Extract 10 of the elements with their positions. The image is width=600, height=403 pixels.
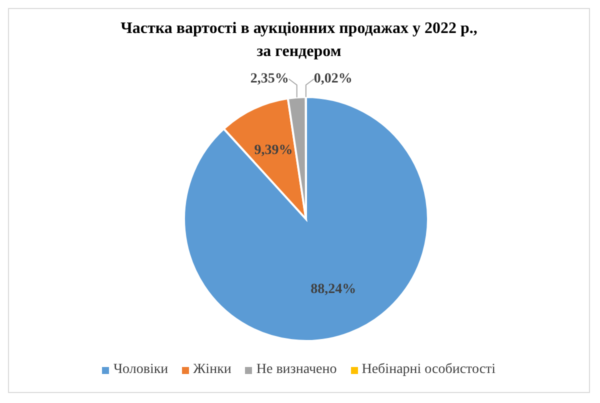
data-label: 0,02% xyxy=(314,72,352,86)
data-label: 2,35% xyxy=(250,72,289,86)
legend-label: Не визначено xyxy=(255,362,337,378)
pie-slice xyxy=(183,96,429,342)
legend-label: Чоловіки xyxy=(112,362,168,378)
legend-label: Небінарні особистості xyxy=(360,362,496,378)
chart-title: Частка вартості в аукціонних продажах у 2022 р., за гендером xyxy=(120,19,478,62)
data-label: 88,24% xyxy=(310,282,356,298)
data-label: 9,39% xyxy=(254,143,293,158)
legend-label: Жінки xyxy=(192,362,232,378)
